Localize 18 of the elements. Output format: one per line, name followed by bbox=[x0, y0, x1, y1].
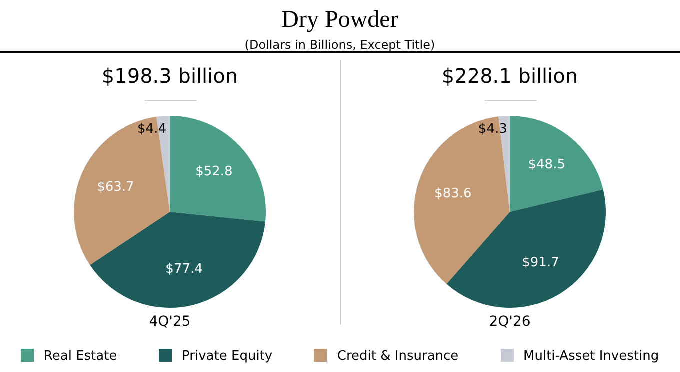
chart-subtitle: (Dollars in Billions, Except Title) bbox=[244, 38, 436, 52]
text: 2Q'26 bbox=[488, 314, 532, 330]
data-label: $91.7 bbox=[522, 255, 560, 270]
legend-label: Credit & Insurance bbox=[337, 349, 459, 364]
data-label: $77.4 bbox=[166, 262, 203, 278]
legend-label: Private Equity bbox=[182, 349, 273, 364]
legend-label: Real Estate bbox=[44, 349, 118, 364]
chart-title: Dry Powder bbox=[280, 6, 400, 34]
legend-label: Multi-Asset Investing bbox=[524, 349, 660, 364]
data-label: $48.5 bbox=[528, 158, 566, 173]
text: $228.1 billion bbox=[440, 64, 580, 88]
data-label: $52.8 bbox=[196, 164, 233, 180]
data-label: $4.3 bbox=[478, 122, 508, 138]
data-label: $83.6 bbox=[434, 186, 472, 202]
text: 4Q'25 bbox=[148, 314, 192, 330]
text: $198.3 billion bbox=[100, 64, 240, 88]
data-label: $63.7 bbox=[97, 180, 134, 195]
data-label: $4.4 bbox=[138, 122, 166, 138]
